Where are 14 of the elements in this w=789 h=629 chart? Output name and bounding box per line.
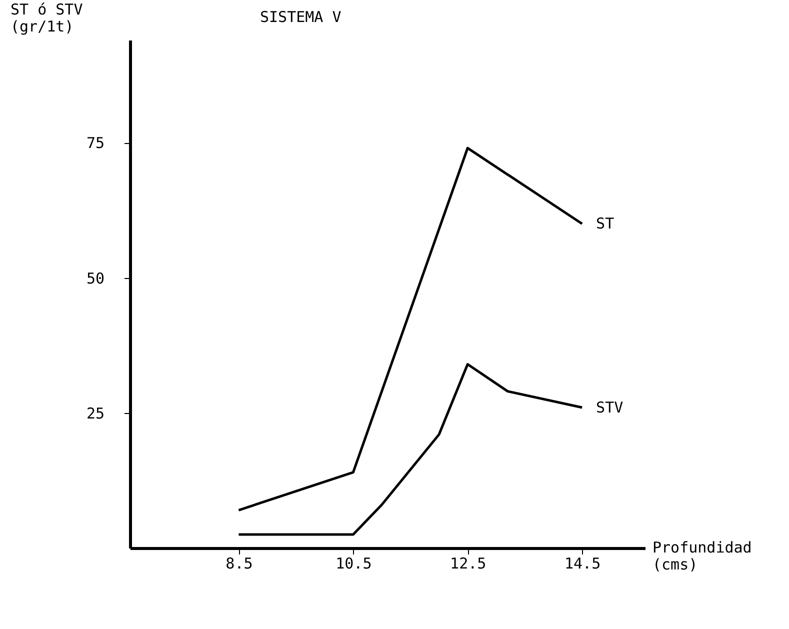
- chart-title: SISTEMA V: [260, 8, 342, 26]
- series-label: STV: [596, 398, 624, 416]
- x-tick-label: 14.5: [564, 554, 601, 572]
- x-axis-title: Profundidad (cms): [652, 538, 752, 574]
- y-tick-label: 25: [86, 404, 104, 422]
- y-axis-title: ST ó STV (gr/1t): [10, 0, 83, 36]
- x-tick-label: 8.5: [226, 554, 253, 572]
- line-series: [237, 146, 584, 512]
- line-series: [237, 363, 584, 536]
- y-tick-label: 75: [86, 134, 104, 152]
- x-tick-label: 10.5: [336, 554, 372, 572]
- x-tick-label: 12.5: [450, 554, 486, 572]
- y-tick-label: 50: [86, 269, 104, 288]
- series-label: ST: [596, 214, 614, 233]
